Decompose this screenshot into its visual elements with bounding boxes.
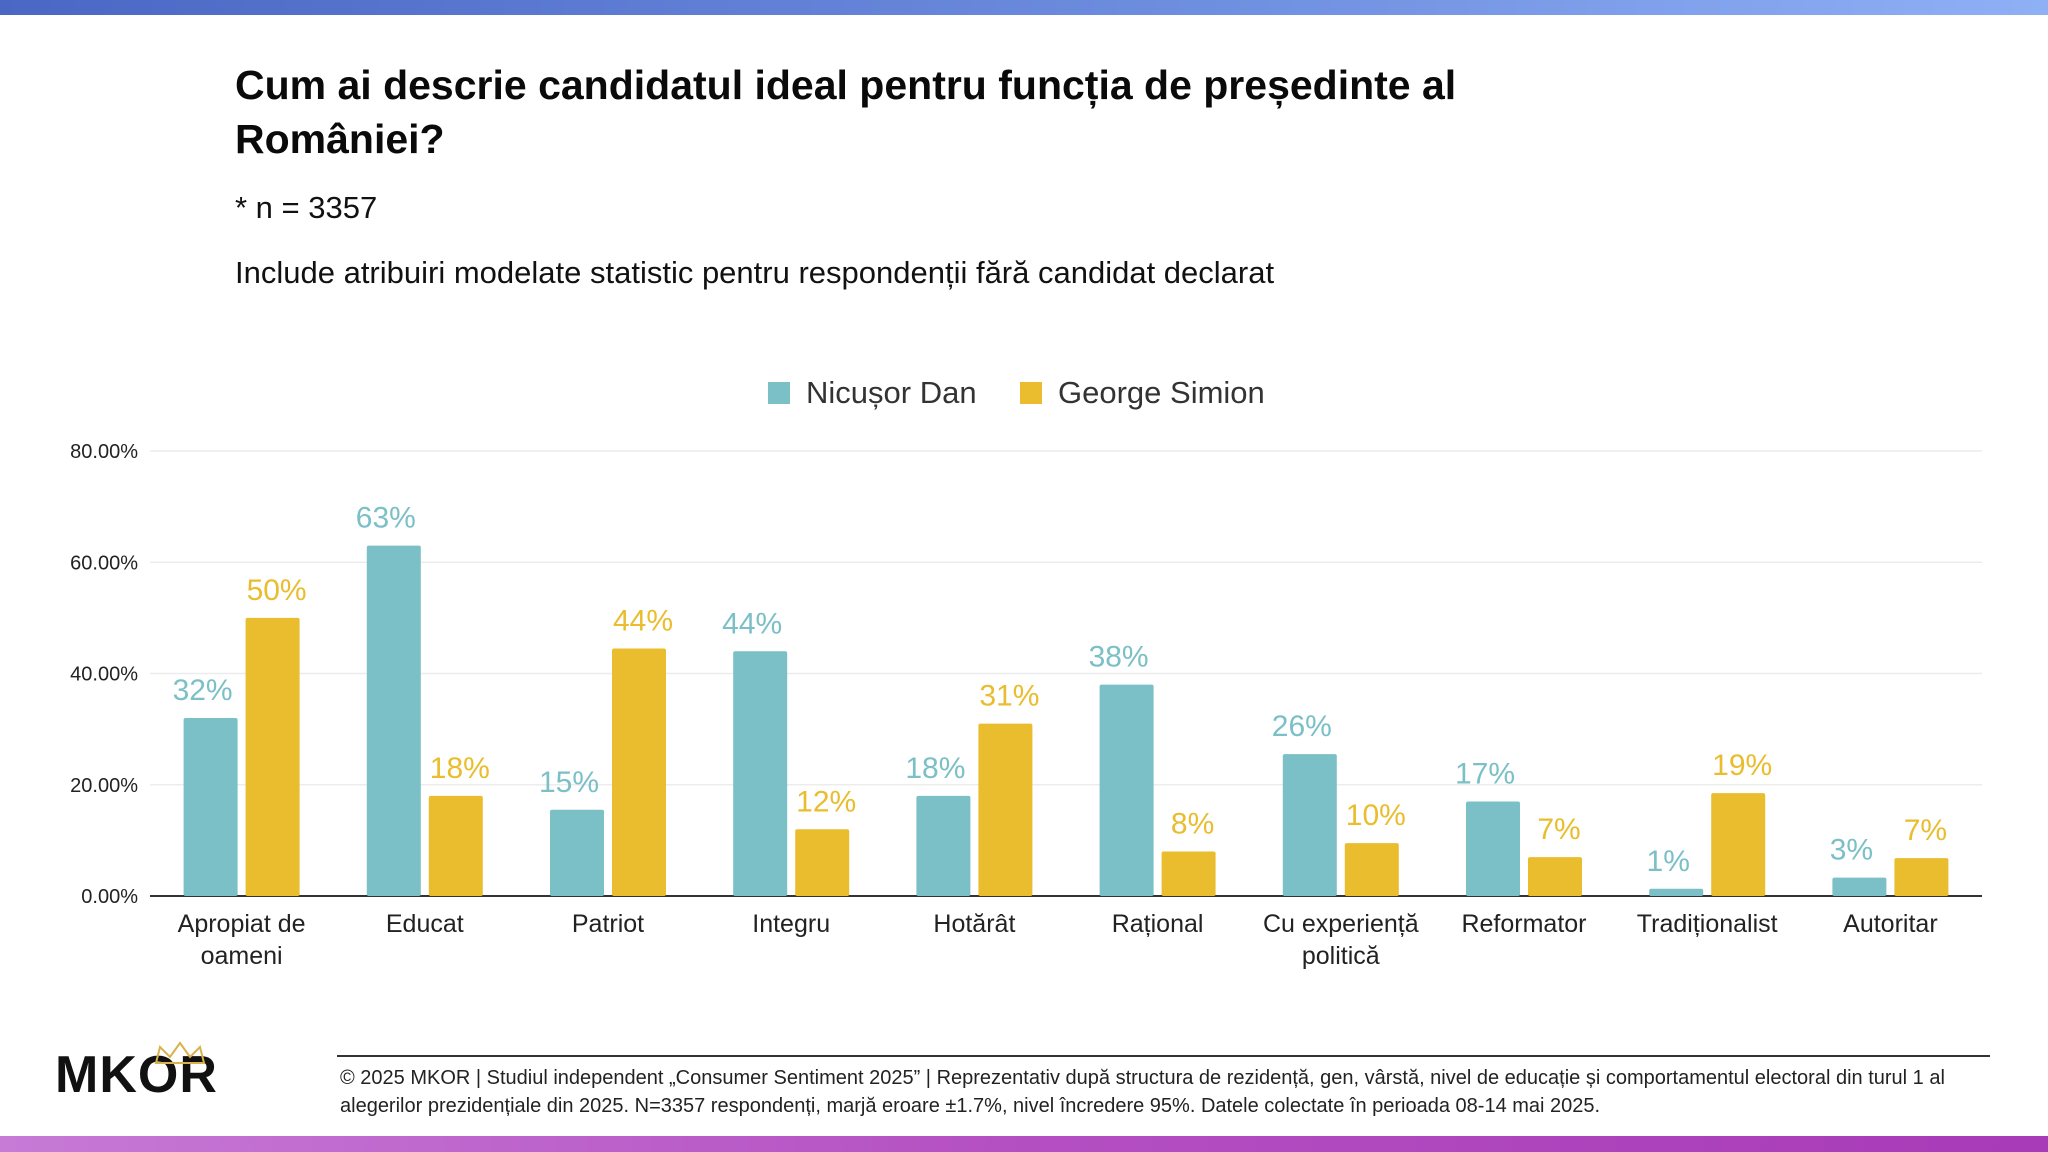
legend-label: Nicușor Dan — [806, 375, 977, 410]
footer-divider — [337, 1055, 1990, 1057]
bar — [428, 795, 483, 896]
data-label: 19% — [1712, 749, 1772, 782]
data-label: 38% — [1089, 641, 1149, 674]
methodology-note: Include atribuiri modelate statistic pen… — [235, 255, 1275, 290]
bar — [1344, 843, 1399, 896]
bar — [1711, 793, 1766, 896]
x-tick-label: Hotărât — [933, 910, 1015, 938]
bar — [366, 545, 421, 896]
bar — [733, 651, 788, 896]
x-tick-label: Autoritar — [1843, 910, 1937, 938]
legend-label: George Simion — [1058, 375, 1265, 410]
bar — [916, 795, 971, 896]
bar — [1894, 858, 1949, 896]
y-tick-label: 60.00% — [70, 552, 138, 574]
data-label: 7% — [1904, 814, 1947, 847]
data-label: 1% — [1647, 845, 1690, 878]
bottom-accent-bar — [0, 1136, 2048, 1152]
bar — [612, 648, 666, 896]
mkor-logo: MKOR — [55, 1041, 245, 1105]
y-tick-label: 80.00% — [70, 441, 138, 463]
data-label: 18% — [430, 752, 490, 785]
legend-swatch — [1020, 382, 1042, 404]
bar — [1099, 684, 1154, 896]
data-label: 3% — [1830, 834, 1873, 867]
page-title: Cum ai descrie candidatul ideal pentru f… — [235, 62, 1457, 162]
bar — [183, 718, 238, 896]
x-tick-label: Apropiat de — [178, 910, 306, 938]
top-accent-bar — [0, 0, 2048, 15]
data-label: 63% — [356, 502, 416, 535]
data-label: 7% — [1537, 813, 1580, 846]
bar — [550, 809, 604, 896]
data-label: 44% — [722, 607, 782, 640]
y-tick-label: 0.00% — [81, 886, 138, 908]
bar — [1832, 877, 1887, 896]
x-tick-label: Rațional — [1112, 910, 1204, 938]
crown-icon — [154, 1041, 206, 1064]
data-label: 15% — [539, 766, 599, 799]
data-label: 12% — [796, 785, 856, 818]
x-tick-label: Cu experiență — [1263, 910, 1419, 938]
legend-swatch — [768, 382, 790, 404]
bar — [1528, 857, 1582, 896]
bar-chart: 0.00% 20.00% 40.00% 60.00% 80.00% Nicușor Dan… — [70, 375, 1982, 970]
footer-disclaimer: © 2025 MKOR | Studiul independent „Consu… — [340, 1067, 1945, 1117]
y-tick-label: 20.00% — [70, 775, 138, 797]
x-tick-label: Tradiționalist — [1637, 910, 1778, 938]
data-label: 44% — [613, 604, 673, 637]
data-label: 17% — [1455, 757, 1515, 790]
y-tick-label: 40.00% — [70, 664, 138, 686]
x-tick-label: Patriot — [572, 910, 644, 938]
bar — [1466, 801, 1520, 896]
data-label: 50% — [247, 574, 307, 607]
bar — [1282, 754, 1337, 896]
x-tick-label: Integru — [752, 910, 830, 938]
x-tick-label: Educat — [386, 910, 464, 938]
x-tick-label: oameni — [201, 942, 283, 970]
data-label: 10% — [1346, 799, 1406, 832]
data-label: 18% — [905, 752, 965, 785]
bar — [978, 723, 1033, 896]
bar — [245, 617, 300, 896]
x-tick-label: politică — [1302, 942, 1380, 970]
bar — [1649, 888, 1704, 896]
bar — [1161, 851, 1216, 896]
bar — [795, 829, 850, 896]
data-label: 26% — [1272, 710, 1332, 743]
data-label: 31% — [979, 680, 1039, 713]
sample-size: * n = 3357 — [235, 190, 378, 225]
data-label: 32% — [173, 674, 233, 707]
x-tick-label: Reformator — [1461, 910, 1586, 938]
data-label: 8% — [1171, 808, 1214, 841]
